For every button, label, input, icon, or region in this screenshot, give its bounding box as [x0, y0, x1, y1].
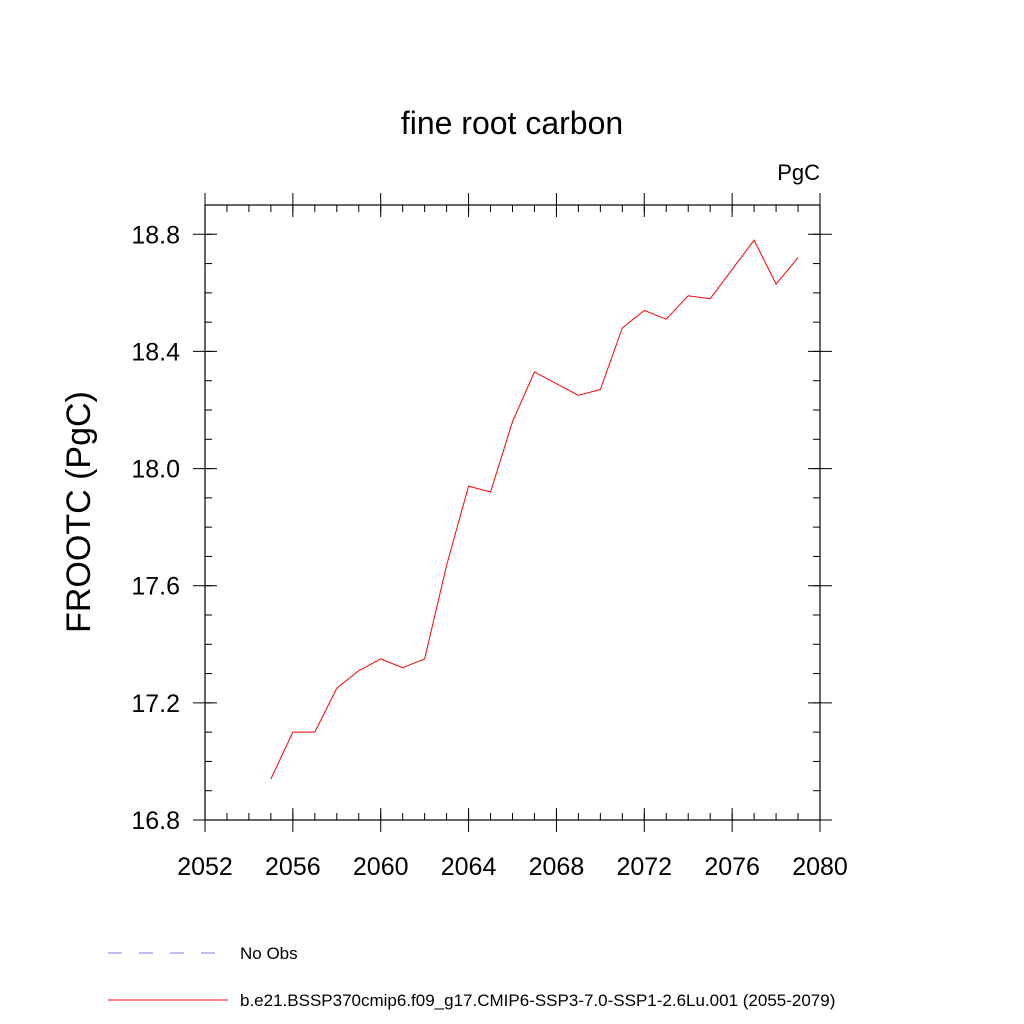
x-tick-label: 2052 [177, 853, 233, 881]
x-tick-label: 2076 [704, 853, 760, 881]
x-tick-label: 2064 [441, 853, 497, 881]
y-tick-label: 17.2 [131, 690, 180, 718]
legend-label-no-obs: No Obs [240, 944, 298, 963]
axis-ticks [193, 193, 832, 832]
series-layer [270, 239, 799, 780]
x-tick-label: 2060 [353, 853, 409, 881]
series-line [270, 239, 799, 780]
chart-title: fine root carbon [401, 105, 623, 141]
x-tick-label: 2068 [529, 853, 585, 881]
y-tick-label: 18.4 [131, 338, 180, 366]
x-tick-label: 2056 [265, 853, 321, 881]
x-tick-label: 2072 [616, 853, 672, 881]
y-axis-label: FROOTC (PgC) [60, 391, 98, 633]
y-tick-label: 16.8 [131, 807, 180, 835]
x-tick-label: 2080 [792, 853, 848, 881]
y-tick-label: 17.6 [131, 573, 180, 601]
legend-label-series: b.e21.BSSP370cmip6.f09_g17.CMIP6-SSP3-7.… [240, 991, 835, 1010]
legend: No Obs b.e21.BSSP370cmip6.f09_g17.CMIP6-… [108, 944, 835, 1010]
units-label: PgC [777, 160, 820, 185]
y-tick-label: 18.0 [131, 456, 180, 484]
axis-tick-labels: 2052 2056 2060 2064 2068 2072 2076 2080 16.8 17.2… [131, 221, 847, 881]
y-tick-label: 18.8 [131, 221, 180, 249]
plot-frame [204, 204, 821, 821]
